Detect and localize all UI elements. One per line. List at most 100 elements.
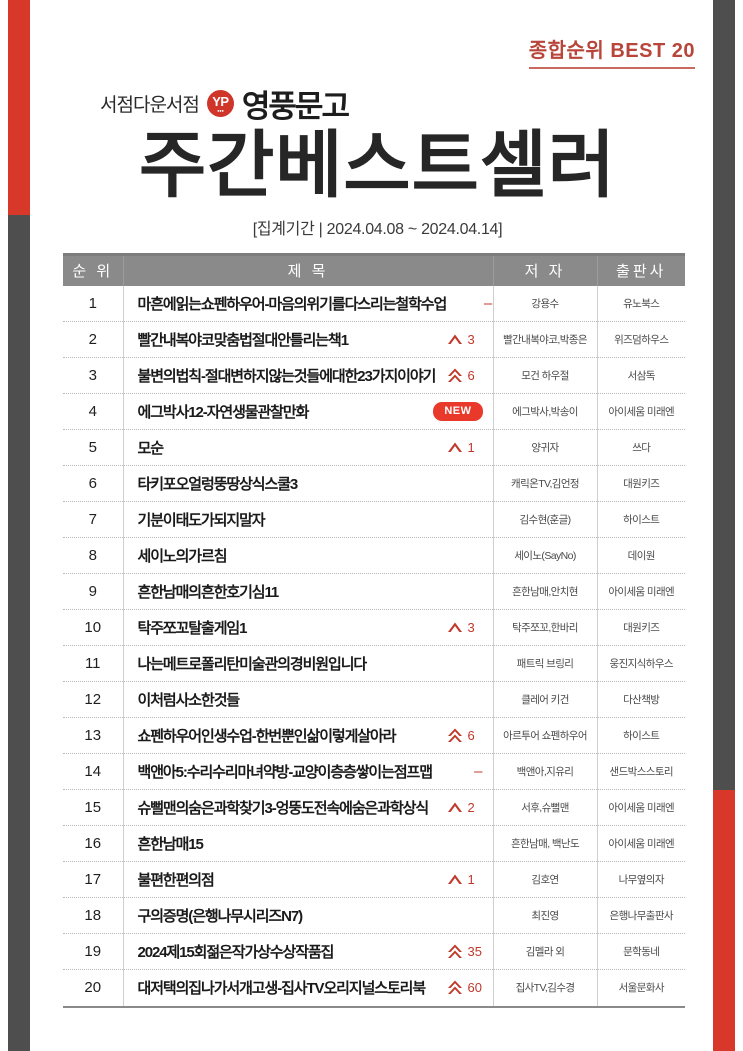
- title-cell[interactable]: 나는메트로폴리탄미술관의경비원입니다: [123, 645, 494, 683]
- table-row[interactable]: 18 구의증명(은행나무시리즈N7) 최진영 은행나무출판사: [63, 897, 685, 935]
- title-cell[interactable]: 흔한남매의흔한호기심11: [123, 573, 494, 611]
- page-title: 주간베스트셀러: [138, 125, 617, 206]
- table-row[interactable]: 15 슈뻘맨의숨은과학찾기3-엉뚱도전속에숨은과학상식 2 서후,슈뻘맨 아이세움 미래…: [63, 789, 685, 827]
- rank-cell: 6: [63, 465, 124, 503]
- table-header-row: 순 위 제 목 저 자 출판사: [63, 255, 685, 286]
- column-header-author: 저 자: [493, 255, 598, 286]
- author-cell: 흔한남매,안치현: [493, 573, 598, 611]
- publisher-cell: 은행나무출판사: [597, 897, 685, 935]
- book-title: 마흔에읽는쇼펜하우어-마음의위기를다스리는철학수업: [137, 295, 448, 313]
- book-title: 타키포오얼렁뚱땅상식스쿨3: [137, 476, 299, 494]
- table-bottom-rule: [63, 1005, 685, 1008]
- rank-cell: 2: [63, 321, 124, 359]
- publisher-cell: 아이세움 미래엔: [597, 573, 685, 611]
- table-row[interactable]: 20 대저택의집나가서개고생-집사TV오리지널스토리북 60 집사TV,김수경 서울문화…: [63, 969, 685, 1006]
- table-row[interactable]: 12 이처럼사소한것들 클레어 키건 다산책방: [63, 681, 685, 719]
- rank-cell: 20: [63, 969, 124, 1006]
- title-cell[interactable]: 타키포오얼렁뚱땅상식스쿨3: [123, 465, 494, 503]
- rank-change-indicator: 2: [445, 800, 487, 815]
- rank-change-indicator: 6: [445, 368, 487, 383]
- publisher-cell: 아이세움 미래엔: [597, 825, 685, 863]
- book-title: 대저택의집나가서개고생-집사TV오리지널스토리북: [137, 980, 427, 998]
- table-row[interactable]: 7 기분이태도가되지말자 김수현(훈글) 하이스트: [63, 501, 685, 539]
- table-row[interactable]: 8 세이노의가르침 세이노(SayNo) 데이원: [63, 537, 685, 575]
- title-cell[interactable]: 대저택의집나가서개고생-집사TV오리지널스토리북 60: [123, 969, 494, 1006]
- title-cell[interactable]: 불변의법칙-절대변하지않는것들에대한23가지이야기 6: [123, 357, 494, 395]
- title-cell[interactable]: 마흔에읽는쇼펜하우어-마음의위기를다스리는철학수업 –: [123, 285, 494, 323]
- author-cell: 탁주쪼꼬,한바리: [493, 609, 598, 647]
- left-bar-red-segment: [8, 0, 30, 215]
- left-bar-gray-segment: [8, 215, 30, 1051]
- bestseller-table: 순 위 제 목 저 자 출판사 1 마흔에읽는쇼펜하우어-마음의위기를다스리는철학…: [63, 255, 685, 1006]
- title-cell[interactable]: 쇼펜하우어인생수업-한번뿐인삶이렇게살아라 6: [123, 717, 494, 755]
- title-cell[interactable]: 빨간내복야코맞춤법절대안틀리는책1 3: [123, 321, 494, 359]
- table-row[interactable]: 6 타키포오얼렁뚱땅상식스쿨3 캐릭온TV,김언정 대원키즈: [63, 465, 685, 503]
- rank-cell: 3: [63, 357, 124, 395]
- book-title: 이처럼사소한것들: [137, 692, 241, 710]
- title-cell[interactable]: 슈뻘맨의숨은과학찾기3-엉뚱도전속에숨은과학상식 2: [123, 789, 494, 827]
- table-row[interactable]: 17 불편한편의점 1 김호연 나무옆의자: [63, 861, 685, 899]
- title-cell[interactable]: 에그박사12-자연생물관찰만화 NEW: [123, 393, 494, 431]
- title-cell[interactable]: 세이노의가르침: [123, 537, 494, 575]
- author-cell: 에그박사,박송이: [493, 393, 598, 431]
- rank-cell: 15: [63, 789, 124, 827]
- table-row[interactable]: 1 마흔에읽는쇼펜하우어-마음의위기를다스리는철학수업 – 강용수 유노북스: [63, 285, 685, 323]
- author-cell: 김멜라 외: [493, 933, 598, 971]
- book-title: 흔한남매의흔한호기심11: [137, 584, 280, 602]
- table-row[interactable]: 14 백앤아5:수리수리마녀약방-교양이층층쌓이는점프맵 – 백앤아,지유리 샌드박스스…: [63, 753, 685, 791]
- rank-cell: 9: [63, 573, 124, 611]
- publisher-cell: 위즈덤하우스: [597, 321, 685, 359]
- book-title: 탁주쪼꼬탈출게임1: [137, 620, 248, 638]
- rank-up-big-icon: [447, 980, 463, 995]
- title-cell[interactable]: 모순 1: [123, 429, 494, 467]
- book-title: 모순: [137, 440, 165, 458]
- publisher-cell: 유노북스: [597, 285, 685, 323]
- rank-up-icon: [447, 621, 463, 634]
- rank-change-indicator: –: [445, 764, 487, 779]
- title-cell[interactable]: 흔한남매15: [123, 825, 494, 863]
- table-row[interactable]: 9 흔한남매의흔한호기심11 흔한남매,안치현 아이세움 미래엔: [63, 573, 685, 611]
- title-cell[interactable]: 2024제15회젊은작가상수상작품집 35: [123, 933, 494, 971]
- table-row[interactable]: 3 불변의법칙-절대변하지않는것들에대한23가지이야기 6 모건 하우절 서삼독: [63, 357, 685, 395]
- rank-change-indicator: 3: [445, 620, 487, 635]
- title-cell[interactable]: 구의증명(은행나무시리즈N7): [123, 897, 494, 935]
- table-row[interactable]: 11 나는메트로폴리탄미술관의경비원입니다 패트릭 브링리 웅진지식하우스: [63, 645, 685, 683]
- title-cell[interactable]: 불편한편의점 1: [123, 861, 494, 899]
- rank-change-indicator: 60: [445, 980, 487, 995]
- best-tag-container: 종합순위 BEST 20: [60, 0, 695, 69]
- rank-unchanged-icon: –: [483, 294, 493, 312]
- table-row[interactable]: 10 탁주쪼꼬탈출게임1 3 탁주쪼꼬,한바리 대원키즈: [63, 609, 685, 647]
- rank-cell: 13: [63, 717, 124, 755]
- rank-change-value: 3: [467, 332, 475, 348]
- best-rank-tag: 종합순위 BEST 20: [528, 34, 695, 69]
- author-cell: 서후,슈뻘맨: [493, 789, 598, 827]
- rank-up-big-icon: [447, 368, 463, 383]
- aggregation-period: [집계기간 | 2024.04.08 ~ 2024.04.14]: [252, 220, 503, 238]
- rank-up-big-icon: [447, 728, 463, 743]
- right-decor-bar: [713, 0, 735, 1051]
- book-title: 에그박사12-자연생물관찰만화: [137, 404, 310, 422]
- table-row[interactable]: 4 에그박사12-자연생물관찰만화 NEW 에그박사,박송이 아이세움 미래엔: [63, 393, 685, 431]
- rank-cell: 11: [63, 645, 124, 683]
- title-cell[interactable]: 탁주쪼꼬탈출게임1 3: [123, 609, 494, 647]
- title-cell[interactable]: 기분이태도가되지말자: [123, 501, 494, 539]
- rank-change-value: 3: [467, 620, 475, 636]
- publisher-cell: 샌드박스스토리: [597, 753, 685, 791]
- title-cell[interactable]: 백앤아5:수리수리마녀약방-교양이층층쌓이는점프맵 –: [123, 753, 494, 791]
- book-title: 빨간내복야코맞춤법절대안틀리는책1: [137, 332, 350, 350]
- table-row[interactable]: 2 빨간내복야코맞춤법절대안틀리는책1 3 빨간내복야코,박종은 위즈덤하우스: [63, 321, 685, 359]
- rank-cell: 12: [63, 681, 124, 719]
- table-body: 1 마흔에읽는쇼펜하우어-마음의위기를다스리는철학수업 – 강용수 유노북스 2 빨간내복야…: [63, 285, 685, 1006]
- title-cell[interactable]: 이처럼사소한것들: [123, 681, 494, 719]
- rank-change-value: 60: [467, 980, 482, 996]
- table-row[interactable]: 13 쇼펜하우어인생수업-한번뿐인삶이렇게살아라 6 아르투어 쇼펜하우어 하이스트: [63, 717, 685, 755]
- publisher-cell: 대원키즈: [597, 609, 685, 647]
- table-row[interactable]: 5 모순 1 양귀자 쓰다: [63, 429, 685, 467]
- table-row[interactable]: 19 2024제15회젊은작가상수상작품집 35 김멜라 외 문학동네: [63, 933, 685, 971]
- rank-cell: 18: [63, 897, 124, 935]
- table-row[interactable]: 16 흔한남매15 흔한남매, 백난도 아이세움 미래엔: [63, 825, 685, 863]
- publisher-cell: 대원키즈: [597, 465, 685, 503]
- brand-name: 영풍문고: [241, 89, 350, 124]
- book-title: 불변의법칙-절대변하지않는것들에대한23가지이야기: [137, 368, 437, 386]
- rank-change-indicator: 3: [445, 332, 487, 347]
